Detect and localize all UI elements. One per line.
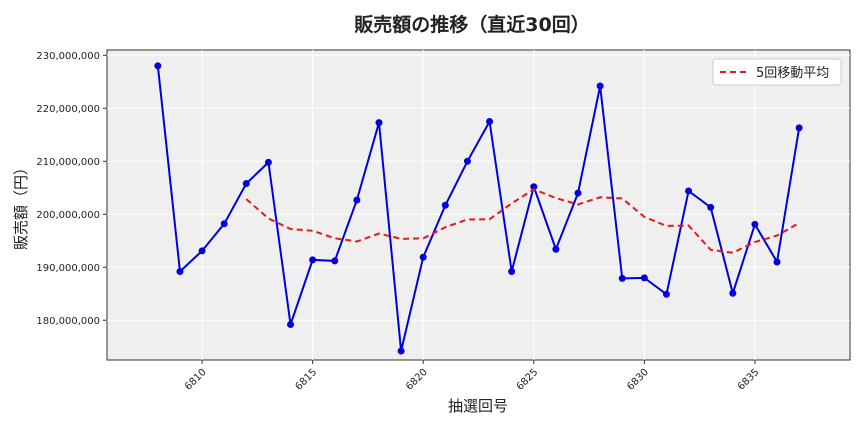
x-tick-label: 6835 <box>736 367 762 393</box>
sales-point <box>220 220 228 228</box>
sales-point <box>264 158 272 166</box>
sales-point <box>618 274 626 282</box>
chart-title: 販売額の推移（直近30回） <box>354 13 589 36</box>
legend: 5回移動平均 <box>712 58 842 86</box>
sales-point <box>574 189 582 197</box>
sales-point <box>154 62 162 70</box>
sales-point <box>353 196 361 204</box>
sales-point <box>773 258 781 266</box>
plot-area <box>106 49 851 361</box>
x-tick-label: 6810 <box>183 367 209 393</box>
y-tick-label: 220,000,000 <box>36 104 100 115</box>
series-layer <box>154 62 803 355</box>
x-tick-label: 6815 <box>294 367 320 393</box>
sales-point <box>198 247 206 255</box>
sales-point <box>441 201 449 209</box>
sales-point <box>309 256 317 264</box>
sales-point <box>729 289 737 297</box>
x-axis: 6810 6815 6820 6825 6830 6835 <box>183 360 762 393</box>
x-axis-label: 抽選回号 <box>448 397 508 415</box>
x-tick-label: 6820 <box>404 367 430 393</box>
y-tick-label: 190,000,000 <box>36 263 100 274</box>
sales-point <box>530 183 538 191</box>
sales-point <box>707 203 715 211</box>
sales-point <box>751 220 759 228</box>
sales-point <box>463 157 471 165</box>
sales-point <box>375 119 383 127</box>
legend-label-moving-average: 5回移動平均 <box>756 66 829 81</box>
sales-point <box>685 187 693 195</box>
y-tick-label: 200,000,000 <box>36 210 100 221</box>
sales-point <box>508 268 516 276</box>
sales-point <box>287 320 295 328</box>
legend-box <box>712 58 842 86</box>
y-tick-label: 230,000,000 <box>36 51 100 62</box>
y-tick-label: 180,000,000 <box>36 316 100 327</box>
y-axis: 180,000,000 190,000,000 200,000,000 210,000… <box>36 51 107 327</box>
moving-average-line <box>245 188 800 254</box>
sales-point <box>795 124 803 132</box>
sales-point <box>331 257 339 265</box>
y-tick-label: 210,000,000 <box>36 157 100 168</box>
sales-point <box>640 274 648 282</box>
sales-point <box>176 268 184 276</box>
x-tick-label: 6830 <box>625 367 651 393</box>
sales-point <box>419 253 427 261</box>
sales-point <box>552 245 560 253</box>
x-tick-label: 6825 <box>515 367 541 393</box>
sales-point <box>397 347 405 355</box>
sales-point <box>662 290 670 298</box>
sales-point <box>596 82 604 90</box>
sales-point <box>242 180 250 188</box>
y-axis-label: 販売額（円） <box>12 160 30 250</box>
grid-lines <box>107 50 850 360</box>
sales-point <box>486 118 494 126</box>
sales-line <box>156 65 801 352</box>
